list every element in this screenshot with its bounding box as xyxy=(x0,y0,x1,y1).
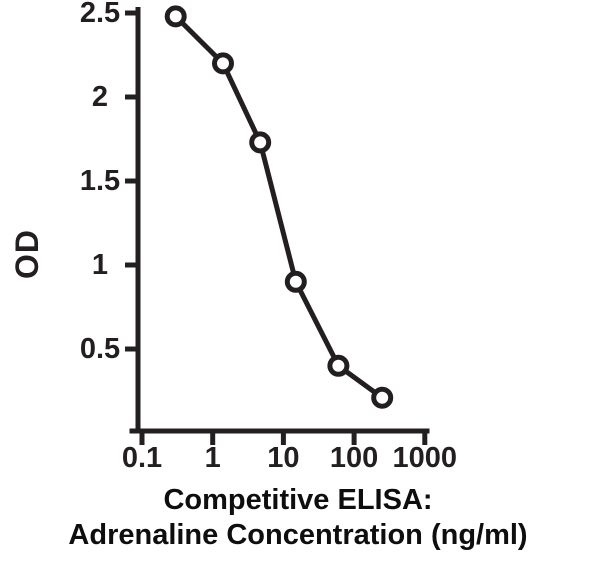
y-tick-label-1.5: 1.5 xyxy=(80,165,120,197)
x-axis-caption: Competitive ELISA: Adrenaline Concentrat… xyxy=(0,483,596,553)
x-axis-caption-line-1: Competitive ELISA: xyxy=(163,484,433,516)
standard-curve-line xyxy=(173,13,385,401)
series-group xyxy=(164,5,394,409)
data-point-marker xyxy=(284,270,307,293)
x-tick-label-10: 10 xyxy=(267,442,299,474)
x-tick-label-100: 100 xyxy=(330,442,378,474)
x-tick-label-1: 1 xyxy=(205,442,221,474)
tick-labels-group: 2.5 2 1.5 1 0.5 0.1 1 10 100 1000 xyxy=(80,0,457,474)
data-point-marker xyxy=(249,131,272,154)
x-axis-caption-line-2: Adrenaline Concentration (ng/ml) xyxy=(68,519,528,551)
y-tick-label-0.5: 0.5 xyxy=(80,333,120,365)
axes-group xyxy=(129,7,430,434)
data-point-marker xyxy=(164,5,187,28)
data-point-marker xyxy=(212,52,234,75)
x-tick-label-1000: 1000 xyxy=(393,442,458,474)
y-tick-label-1: 1 xyxy=(92,249,108,281)
ticks-group xyxy=(125,10,428,445)
y-tick-label-2.5: 2.5 xyxy=(80,0,120,29)
data-point-marker xyxy=(371,386,394,409)
y-tick-label-2: 2 xyxy=(92,81,108,113)
x-tick-label-0.1: 0.1 xyxy=(122,442,162,474)
data-point-marker xyxy=(327,354,350,377)
y-axis-title: OD xyxy=(9,229,45,279)
